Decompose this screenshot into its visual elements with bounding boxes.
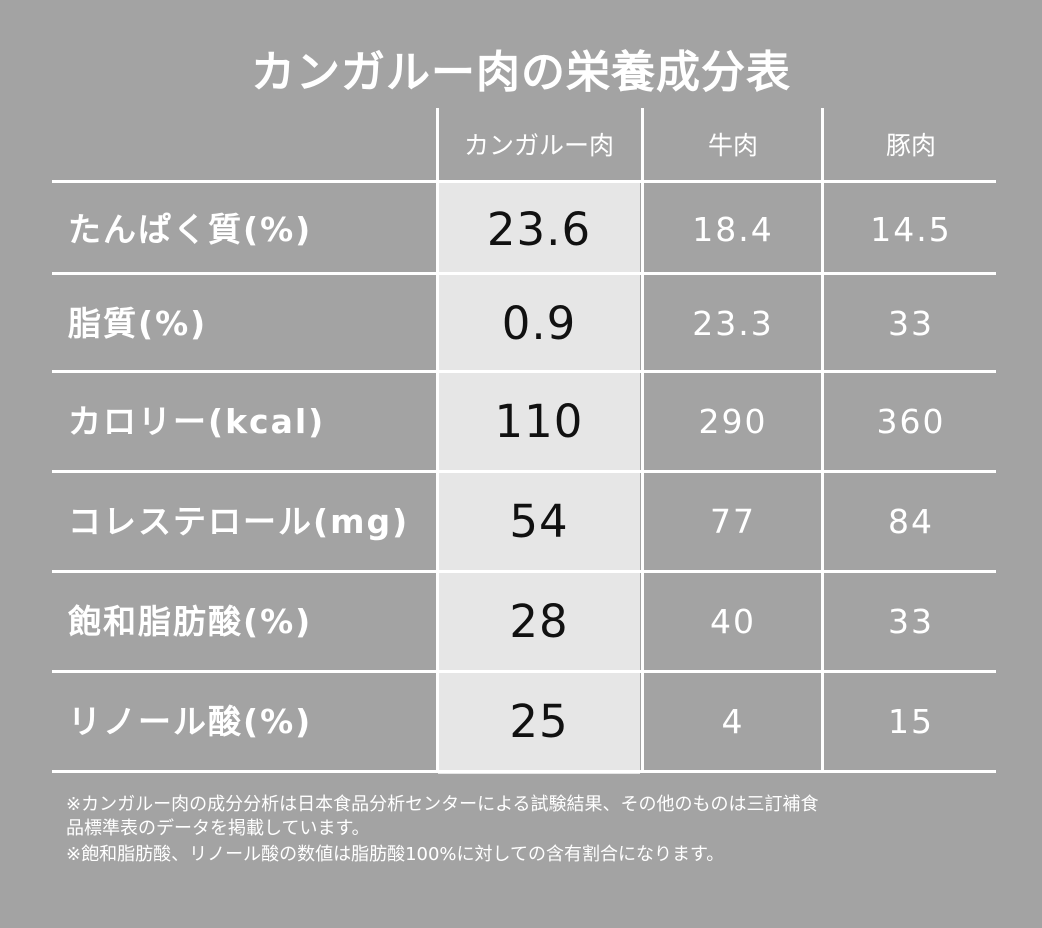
pork-value: 33 xyxy=(888,304,934,343)
row-divider xyxy=(52,470,996,473)
row-divider xyxy=(52,370,996,373)
row-divider xyxy=(52,570,996,573)
row-divider xyxy=(52,272,996,275)
nutrition-table: カンガルー肉 牛肉 豚肉 たんぱく質(%) 23.6 18.4 14.5 脂質(… xyxy=(52,108,996,774)
kangaroo-value: 0.9 xyxy=(501,297,577,350)
beef-value: 18.4 xyxy=(692,210,774,249)
table-row: たんぱく質(%) 23.6 18.4 14.5 xyxy=(52,182,996,278)
beef-value: 40 xyxy=(710,602,756,641)
column-header-kangaroo: カンガルー肉 xyxy=(463,131,614,160)
kangaroo-value: 110 xyxy=(494,395,584,448)
page-title: カンガルー肉の栄養成分表 xyxy=(251,47,791,98)
row-divider xyxy=(52,670,996,673)
beef-value: 4 xyxy=(721,702,745,741)
column-divider xyxy=(821,108,824,772)
column-header-beef: 牛肉 xyxy=(707,131,758,160)
table-row: コレステロール(mg) 54 77 84 xyxy=(52,474,996,570)
kangaroo-value: 28 xyxy=(509,595,569,648)
pork-value: 84 xyxy=(888,502,934,541)
table-row: リノール酸(%) 25 4 15 xyxy=(52,674,996,770)
table-row: 飽和脂肪酸(%) 28 40 33 xyxy=(52,574,996,670)
kangaroo-value: 25 xyxy=(509,695,569,748)
column-divider xyxy=(641,108,644,772)
row-label: 飽和脂肪酸(%) xyxy=(68,602,313,641)
pork-value: 15 xyxy=(888,702,934,741)
column-header-pork: 豚肉 xyxy=(885,131,936,160)
row-label: コレステロール(mg) xyxy=(68,502,410,541)
pork-value: 33 xyxy=(888,602,934,641)
pork-value: 14.5 xyxy=(870,210,952,249)
footnote-line: 品標準表のデータを掲載しています。 xyxy=(66,818,370,839)
row-label: リノール酸(%) xyxy=(68,702,313,741)
kangaroo-value: 23.6 xyxy=(486,203,592,256)
row-label: カロリー(kcal) xyxy=(68,402,326,441)
row-label: たんぱく質(%) xyxy=(68,210,313,249)
table-row: 脂質(%) 0.9 23.3 33 xyxy=(52,276,996,372)
beef-value: 290 xyxy=(698,402,768,441)
row-divider xyxy=(52,770,996,773)
beef-value: 77 xyxy=(710,502,756,541)
footnote-line: ※飽和脂肪酸、リノール酸の数値は脂肪酸100%に対しての含有割合になります。 xyxy=(66,844,725,865)
pork-value: 360 xyxy=(876,402,946,441)
row-label: 脂質(%) xyxy=(68,304,208,343)
beef-value: 23.3 xyxy=(692,304,774,343)
table-row: カロリー(kcal) 110 290 360 xyxy=(52,374,996,470)
kangaroo-column-highlight xyxy=(438,182,640,774)
row-divider xyxy=(52,180,996,183)
kangaroo-value: 54 xyxy=(509,495,569,548)
footnote-line: ※カンガルー肉の成分分析は日本食品分析センターによる試験結果、その他のものは三訂… xyxy=(66,794,819,815)
column-divider xyxy=(436,108,439,772)
